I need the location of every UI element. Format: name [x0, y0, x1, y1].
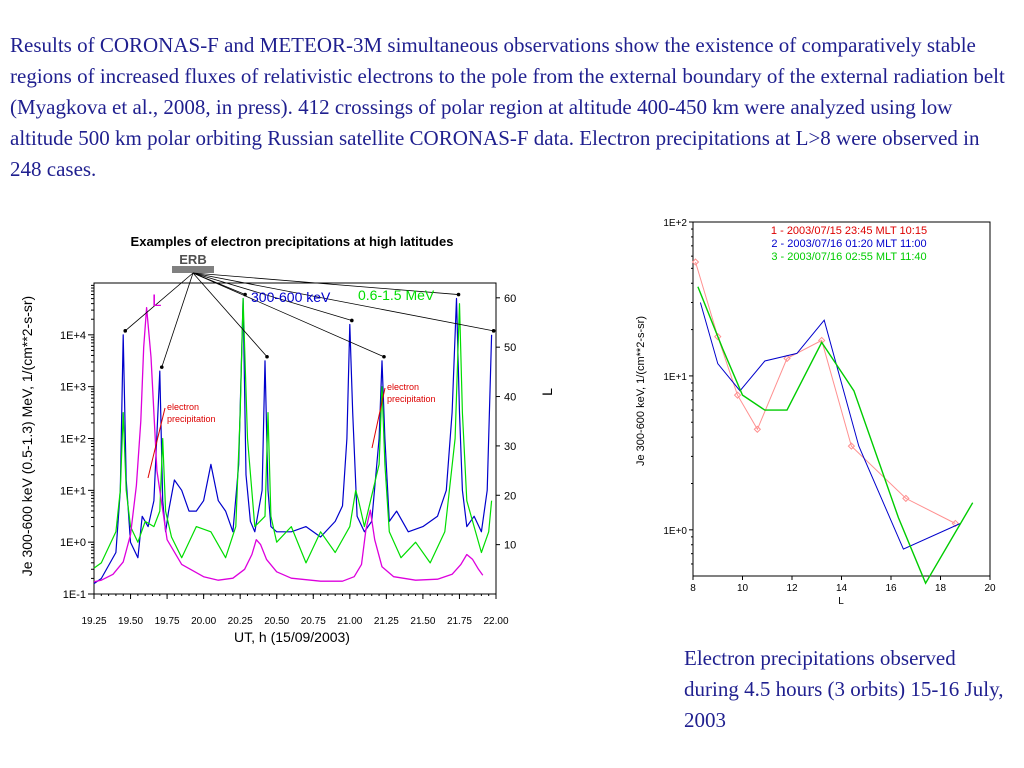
electron-precip-arrow-1 — [147, 407, 166, 479]
figure-caption: Electron precipitations observed during … — [684, 646, 1004, 732]
electron-precip-arrow-2 — [371, 387, 386, 449]
erb-arrow-head — [350, 318, 354, 323]
left-series-line-2 — [93, 297, 493, 569]
erb-arrow-head — [456, 292, 461, 297]
left-y-tick-label: 1E-1 — [63, 589, 86, 601]
left-y2-tick-label: 40 — [504, 392, 516, 404]
left-chart-title: Examples of electron precipitations at h… — [131, 234, 454, 249]
electron-precip-1-line1: electron — [167, 402, 199, 412]
left-x-ticks: 19.25 19.50 19.75 20.00 20.25 20.50 20.75 21.00… — [81, 594, 509, 627]
left-x-tick-label: 20.00 — [191, 616, 216, 627]
electron-precip-2-line1: electron — [387, 382, 419, 392]
electron-precip-1-line2: precipitation — [167, 414, 216, 424]
left-y2-axis-label: L — [539, 388, 555, 396]
left-x-tick-label: 20.50 — [264, 616, 289, 627]
erb-bar — [172, 266, 214, 273]
intro-paragraph: Results of CORONAS-F and METEOR-3M simul… — [10, 33, 1005, 181]
erb-arrow — [192, 272, 385, 358]
erb-arrow-head — [265, 354, 269, 359]
erb-arrow — [124, 272, 194, 332]
erb-arrow-head — [382, 354, 386, 359]
left-x-tick-label: 19.25 — [81, 616, 106, 627]
right-legend-entry-2: 2 - 2003/07/16 01:20 MLT 11:00 — [771, 238, 926, 250]
series-green-label: 0.6-1.5 MeV — [358, 287, 435, 303]
left-y2-tick-label: 50 — [504, 342, 516, 354]
right-series-1-marker — [951, 519, 960, 528]
left-x-tick-label: 21.75 — [447, 616, 472, 627]
electron-precipitation-label-2: electron precipitation — [387, 382, 436, 404]
erb-arrow — [192, 272, 494, 332]
left-y-tick-label: 1E+0 — [60, 537, 86, 549]
right-series-1-marker — [783, 354, 791, 363]
right-series-1-marker — [733, 391, 742, 399]
left-y-tick-label: 1E+2 — [60, 434, 86, 446]
erb-arrow — [192, 272, 268, 358]
left-y-tick-label: 1E+1 — [60, 485, 86, 497]
left-x-tick-label: 21.25 — [374, 616, 399, 627]
erb-arrow-head — [491, 329, 496, 333]
left-x-tick-label: 22.00 — [483, 616, 508, 627]
left-y-tick-label: 1E+3 — [60, 382, 86, 394]
left-y-ticks: 1E-1 1E+0 1E+1 1E+2 1E+3 1E+4 — [60, 284, 94, 601]
left-x-tick-label: 20.75 — [301, 616, 326, 627]
right-legend-entry-3: 3 - 2003/07/16 02:55 MLT 11:40 — [771, 251, 926, 263]
right-legend: 1 - 2003/07/15 23:45 MLT 10:152 - 2003/0… — [771, 225, 927, 263]
right-x-tick-label: 18 — [935, 583, 947, 594]
erb-arrow-head — [123, 329, 128, 333]
right-plot-frame — [692, 221, 991, 577]
right-series-1-marker — [753, 425, 762, 433]
left-y-tick-label: 1E+4 — [60, 330, 86, 342]
left-y2-tick-label: 20 — [504, 490, 516, 502]
right-series-1-marker — [902, 494, 910, 503]
right-series-line-1 — [695, 261, 956, 524]
erb-arrows — [123, 272, 496, 369]
right-series-line-2 — [699, 302, 961, 550]
left-series-group — [93, 297, 493, 585]
left-y-axis-label: Je 300-600 keV (0.5-1.3) MeV, 1/(cm**2-s… — [19, 296, 35, 576]
left-series-line-3 — [93, 307, 484, 583]
right-y-tick-label: 1E+1 — [663, 372, 687, 383]
erb-arrow — [192, 272, 459, 295]
left-x-tick-label: 20.25 — [228, 616, 253, 627]
right-series-1-marker — [847, 442, 856, 450]
left-x-tick-label: 19.50 — [118, 616, 143, 627]
right-x-axis-label: L — [838, 596, 844, 607]
erb-arrow — [192, 272, 352, 321]
right-series-group — [691, 258, 974, 585]
right-series-line-3 — [697, 286, 974, 585]
right-x-tick-label: 14 — [836, 583, 848, 594]
erb-label: ERB — [179, 252, 206, 267]
left-y2-tick-label: 30 — [504, 441, 516, 453]
series-blue-label: 300-600 keV — [251, 289, 331, 305]
right-x-tick-label: 8 — [690, 583, 696, 594]
right-y-axis-label: Je 300-600 keV, 1/(cm**2-s-sr) — [635, 316, 647, 466]
right-y-tick-label: 1E+0 — [663, 526, 687, 537]
left-x-tick-label: 21.00 — [337, 616, 362, 627]
electron-precipitation-label-1: electron precipitation — [167, 402, 216, 424]
right-y-tick-label: 1E+2 — [663, 218, 687, 229]
right-series-1-marker — [714, 332, 722, 341]
erb-arrow — [161, 272, 194, 368]
left-x-axis-label: UT, h (15/09/2003) — [234, 629, 350, 645]
right-legend-entry-1: 1 - 2003/07/15 23:45 MLT 10:15 — [771, 225, 927, 237]
right-x-tick-label: 20 — [984, 583, 996, 594]
right-x-tick-label: 10 — [737, 583, 749, 594]
right-y-ticks: 1E+0 1E+1 1E+2 — [663, 218, 693, 565]
left-y2-ticks: 10 20 30 40 50 60 — [496, 293, 516, 552]
series-l-label: L — [152, 291, 161, 310]
left-x-tick-label: 19.75 — [155, 616, 180, 627]
right-x-ticks: 8 10 12 14 16 18 20 — [690, 576, 996, 594]
erb-arrow-head — [159, 365, 164, 369]
left-y2-tick-label: 60 — [504, 293, 516, 305]
right-x-tick-label: 16 — [885, 583, 897, 594]
left-x-tick-label: 21.50 — [410, 616, 435, 627]
right-series-1-marker — [691, 258, 700, 266]
right-x-tick-label: 12 — [786, 583, 798, 594]
electron-precip-2-line2: precipitation — [387, 394, 436, 404]
left-y2-tick-label: 10 — [504, 540, 516, 552]
